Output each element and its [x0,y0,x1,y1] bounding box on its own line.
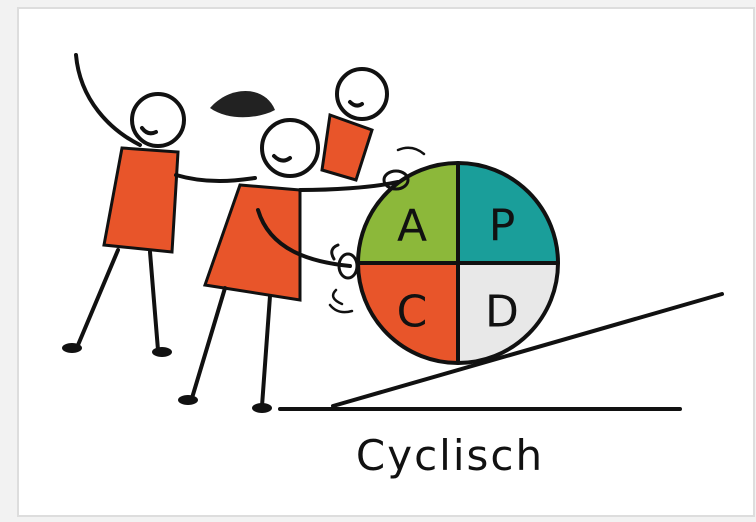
quadrant-label: D [485,287,519,338]
quadrant-label: C [397,287,428,338]
page: A P C D Cyclisch (() => { const data = J… [0,0,756,522]
caption: Cyclisch [356,431,544,480]
illustration: A P C D Cyclisch [0,0,756,522]
foot [178,395,198,405]
foot [62,343,82,353]
foot [252,403,272,413]
foot [152,347,172,357]
quadrant-label: A [397,201,427,252]
quadrant-label: P [489,201,516,252]
